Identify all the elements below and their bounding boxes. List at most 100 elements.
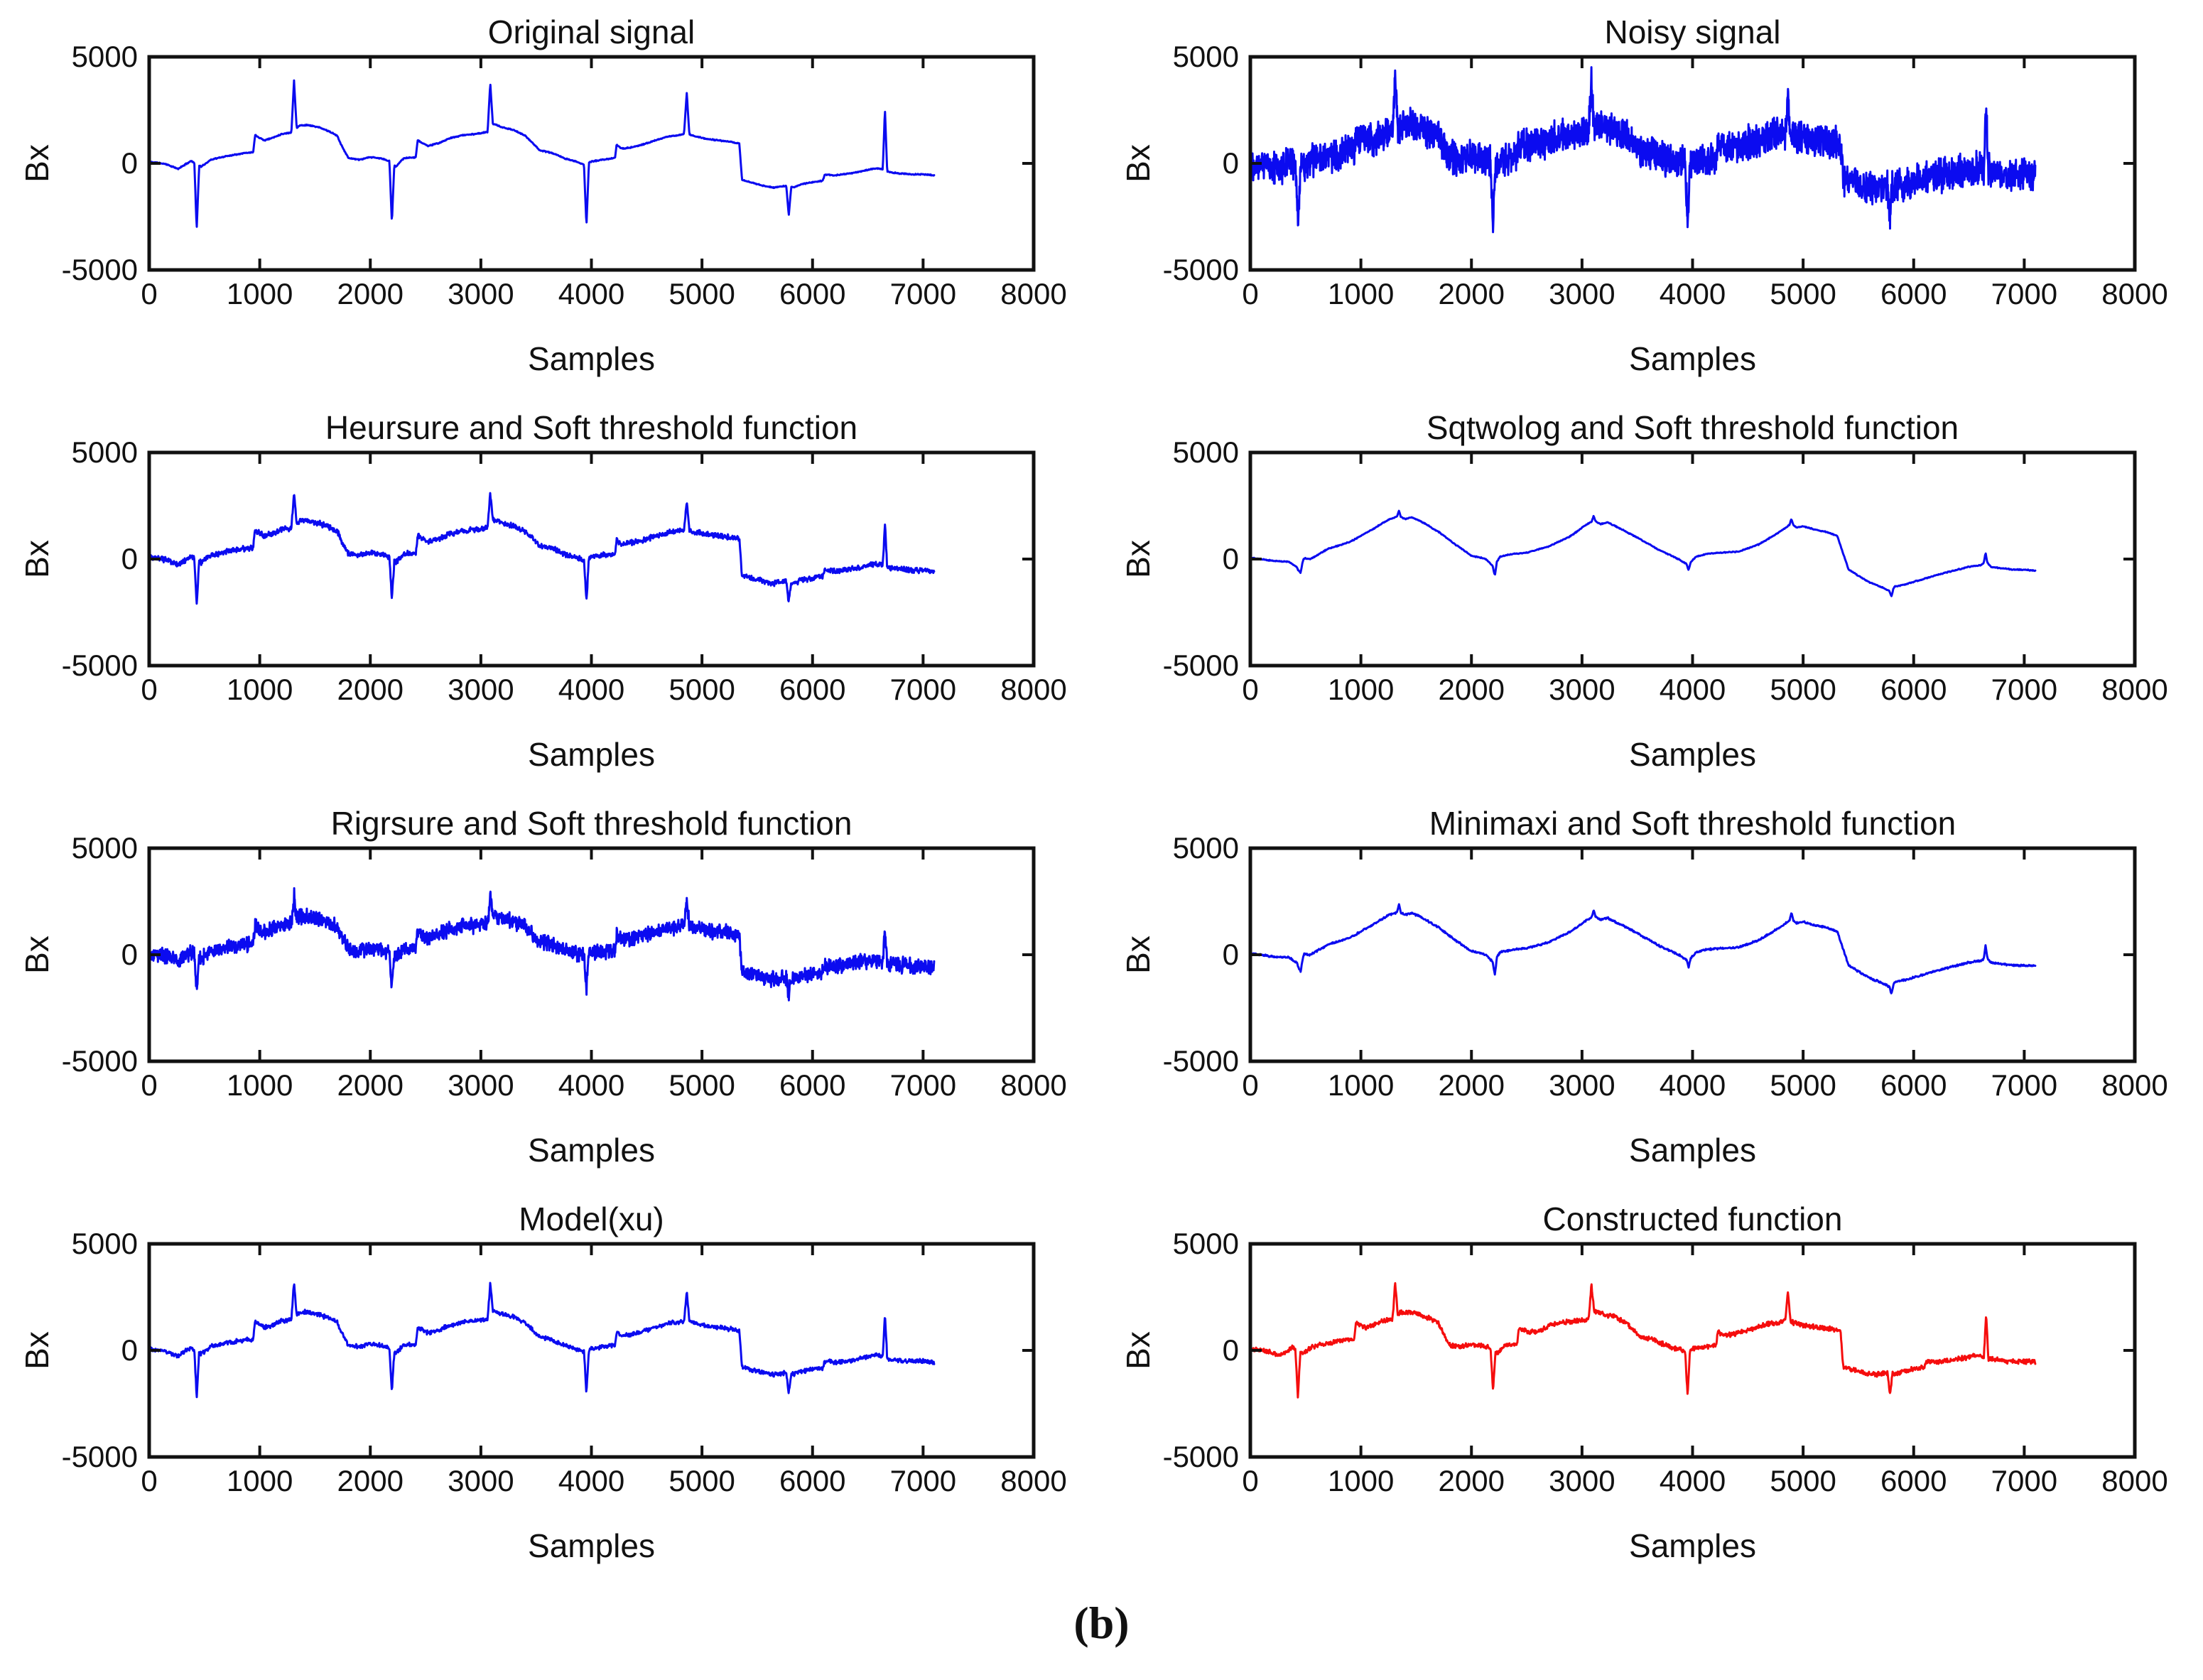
- x-tick-label: 2000: [1439, 277, 1505, 310]
- x-tick-label: 5000: [669, 277, 735, 310]
- x-tick-label: 2000: [1439, 673, 1505, 706]
- signal-line: [1249, 509, 2037, 597]
- x-tick-label: 4000: [1660, 1068, 1726, 1102]
- x-tick-label: 0: [141, 673, 157, 706]
- x-axis-label: Samples: [1629, 340, 1756, 377]
- x-tick-label: 7000: [890, 1464, 956, 1497]
- x-tick-label: 8000: [2101, 673, 2167, 706]
- subplot-model-xu: Model(xu) Bx 0 1000 2000 3000 4000 5000 6000 70…: [0, 1187, 1101, 1583]
- y-tick-label: -5000: [62, 253, 138, 286]
- plot-title: Noisy signal: [1604, 13, 1781, 50]
- plot-box: [147, 1242, 1036, 1459]
- x-tick-label: 3000: [1549, 1464, 1615, 1497]
- plot-canvas-original-signal: 0 1000 2000 3000 4000 5000 6000 7000 800050000-5…: [62, 40, 1067, 310]
- x-tick-label: 8000: [2101, 277, 2167, 310]
- y-tick-label: 0: [1223, 542, 1239, 575]
- plot-title: Sqtwolog and Soft threshold function: [1426, 409, 1959, 446]
- x-tick-label: 5000: [1770, 1068, 1836, 1102]
- x-tick-label: 1000: [227, 1464, 293, 1497]
- x-tick-label: 6000: [779, 673, 845, 706]
- plot-title: Rigrsure and Soft threshold function: [330, 805, 852, 842]
- plot-box: [147, 450, 1036, 668]
- x-tick-label: 3000: [448, 277, 514, 310]
- x-tick-label: 7000: [890, 673, 956, 706]
- x-tick-label: 1000: [1328, 673, 1394, 706]
- x-tick-label: 6000: [1880, 277, 1947, 310]
- plot-box: [147, 55, 1036, 272]
- y-tick-label: 0: [121, 938, 138, 971]
- x-tick-label: 3000: [448, 1068, 514, 1102]
- y-tick-label: -5000: [1163, 253, 1239, 286]
- x-tick-label: 4000: [1660, 277, 1726, 310]
- y-tick-label: 5000: [1173, 1227, 1239, 1260]
- y-tick-label: 5000: [72, 40, 138, 73]
- x-tick-label: 1000: [1328, 1068, 1394, 1102]
- y-tick-label: -5000: [1163, 649, 1239, 682]
- y-tick-label: -5000: [62, 1440, 138, 1473]
- x-tick-label: 6000: [779, 1068, 845, 1102]
- x-tick-label: 3000: [1549, 673, 1615, 706]
- y-tick-label: 0: [1223, 1333, 1239, 1367]
- x-tick-label: 1000: [1328, 1464, 1394, 1497]
- y-tick-label: 5000: [72, 435, 138, 469]
- x-tick-label: 8000: [2101, 1068, 2167, 1102]
- x-tick-label: 7000: [1991, 277, 2057, 310]
- subplot-heursure-soft: Heursure and Soft threshold function Bx …: [0, 396, 1101, 791]
- x-axis-label: Samples: [528, 1132, 655, 1169]
- x-tick-label: 5000: [1770, 673, 1836, 706]
- subplot-noisy-signal: Noisy signal Bx 0 1000 2000 3000 4000 5000 600…: [1101, 0, 2203, 396]
- subplot-grid: Original signal Bx 0 1000 2000 3000 4000 5000…: [0, 0, 2203, 1583]
- x-tick-label: 8000: [1000, 1068, 1066, 1102]
- y-tick-label: -5000: [1163, 1044, 1239, 1078]
- x-tick-label: 7000: [890, 277, 956, 310]
- x-tick-label: 0: [1242, 1464, 1258, 1497]
- y-tick-label: 5000: [1173, 831, 1239, 865]
- signal-line: [1249, 903, 2037, 995]
- x-tick-label: 3000: [448, 1464, 514, 1497]
- subplot-rigrsure-soft: Rigrsure and Soft threshold function Bx …: [0, 791, 1101, 1187]
- x-axis-label: Samples: [528, 1527, 655, 1564]
- x-tick-label: 4000: [1660, 673, 1726, 706]
- x-tick-label: 5000: [1770, 1464, 1836, 1497]
- subplot-sqtwolog-soft: Sqtwolog and Soft threshold function Bx …: [1101, 396, 2203, 791]
- x-axis-label: Samples: [1629, 736, 1756, 773]
- x-tick-label: 1000: [227, 277, 293, 310]
- plot-canvas-constructed: 0 1000 2000 3000 4000 5000 6000 7000 800050000-5…: [1163, 1227, 2168, 1497]
- x-tick-label: 5000: [1770, 277, 1836, 310]
- x-tick-label: 6000: [779, 277, 845, 310]
- plot-title: Heursure and Soft threshold function: [325, 409, 858, 446]
- x-tick-label: 5000: [669, 673, 735, 706]
- x-tick-label: 2000: [337, 1464, 404, 1497]
- x-tick-label: 1000: [1328, 277, 1394, 310]
- x-tick-label: 7000: [1991, 1068, 2057, 1102]
- x-tick-label: 6000: [1880, 673, 1947, 706]
- x-tick-label: 1000: [227, 673, 293, 706]
- y-tick-label: 0: [121, 542, 138, 575]
- x-tick-label: 0: [141, 1068, 157, 1102]
- signal-line: [148, 492, 936, 605]
- signal-line: [148, 79, 936, 228]
- x-tick-label: 0: [1242, 1068, 1258, 1102]
- x-tick-label: 7000: [1991, 1464, 2057, 1497]
- plot-canvas-sqtwolog: 0 1000 2000 3000 4000 5000 6000 7000 800050000-5…: [1163, 435, 2168, 706]
- x-tick-label: 2000: [1439, 1068, 1505, 1102]
- x-tick-label: 3000: [1549, 277, 1615, 310]
- y-tick-label: 0: [121, 146, 138, 180]
- x-tick-label: 3000: [1549, 1068, 1615, 1102]
- x-tick-label: 4000: [558, 1464, 624, 1497]
- plot-title: Constructed function: [1542, 1201, 1843, 1237]
- x-tick-label: 3000: [448, 673, 514, 706]
- x-tick-label: 0: [1242, 673, 1258, 706]
- plot-box: [1248, 846, 2137, 1063]
- plot-title: Minimaxi and Soft threshold function: [1429, 805, 1956, 842]
- x-tick-label: 6000: [779, 1464, 845, 1497]
- signal-line: [1249, 66, 2037, 234]
- x-tick-label: 0: [1242, 277, 1258, 310]
- x-tick-label: 2000: [337, 277, 404, 310]
- signal-line: [148, 1281, 936, 1399]
- x-tick-label: 7000: [1991, 673, 2057, 706]
- plot-canvas-heursure: 0 1000 2000 3000 4000 5000 6000 7000 800050000-5…: [62, 435, 1067, 706]
- y-tick-label: 5000: [1173, 40, 1239, 73]
- x-tick-label: 6000: [1880, 1068, 1947, 1102]
